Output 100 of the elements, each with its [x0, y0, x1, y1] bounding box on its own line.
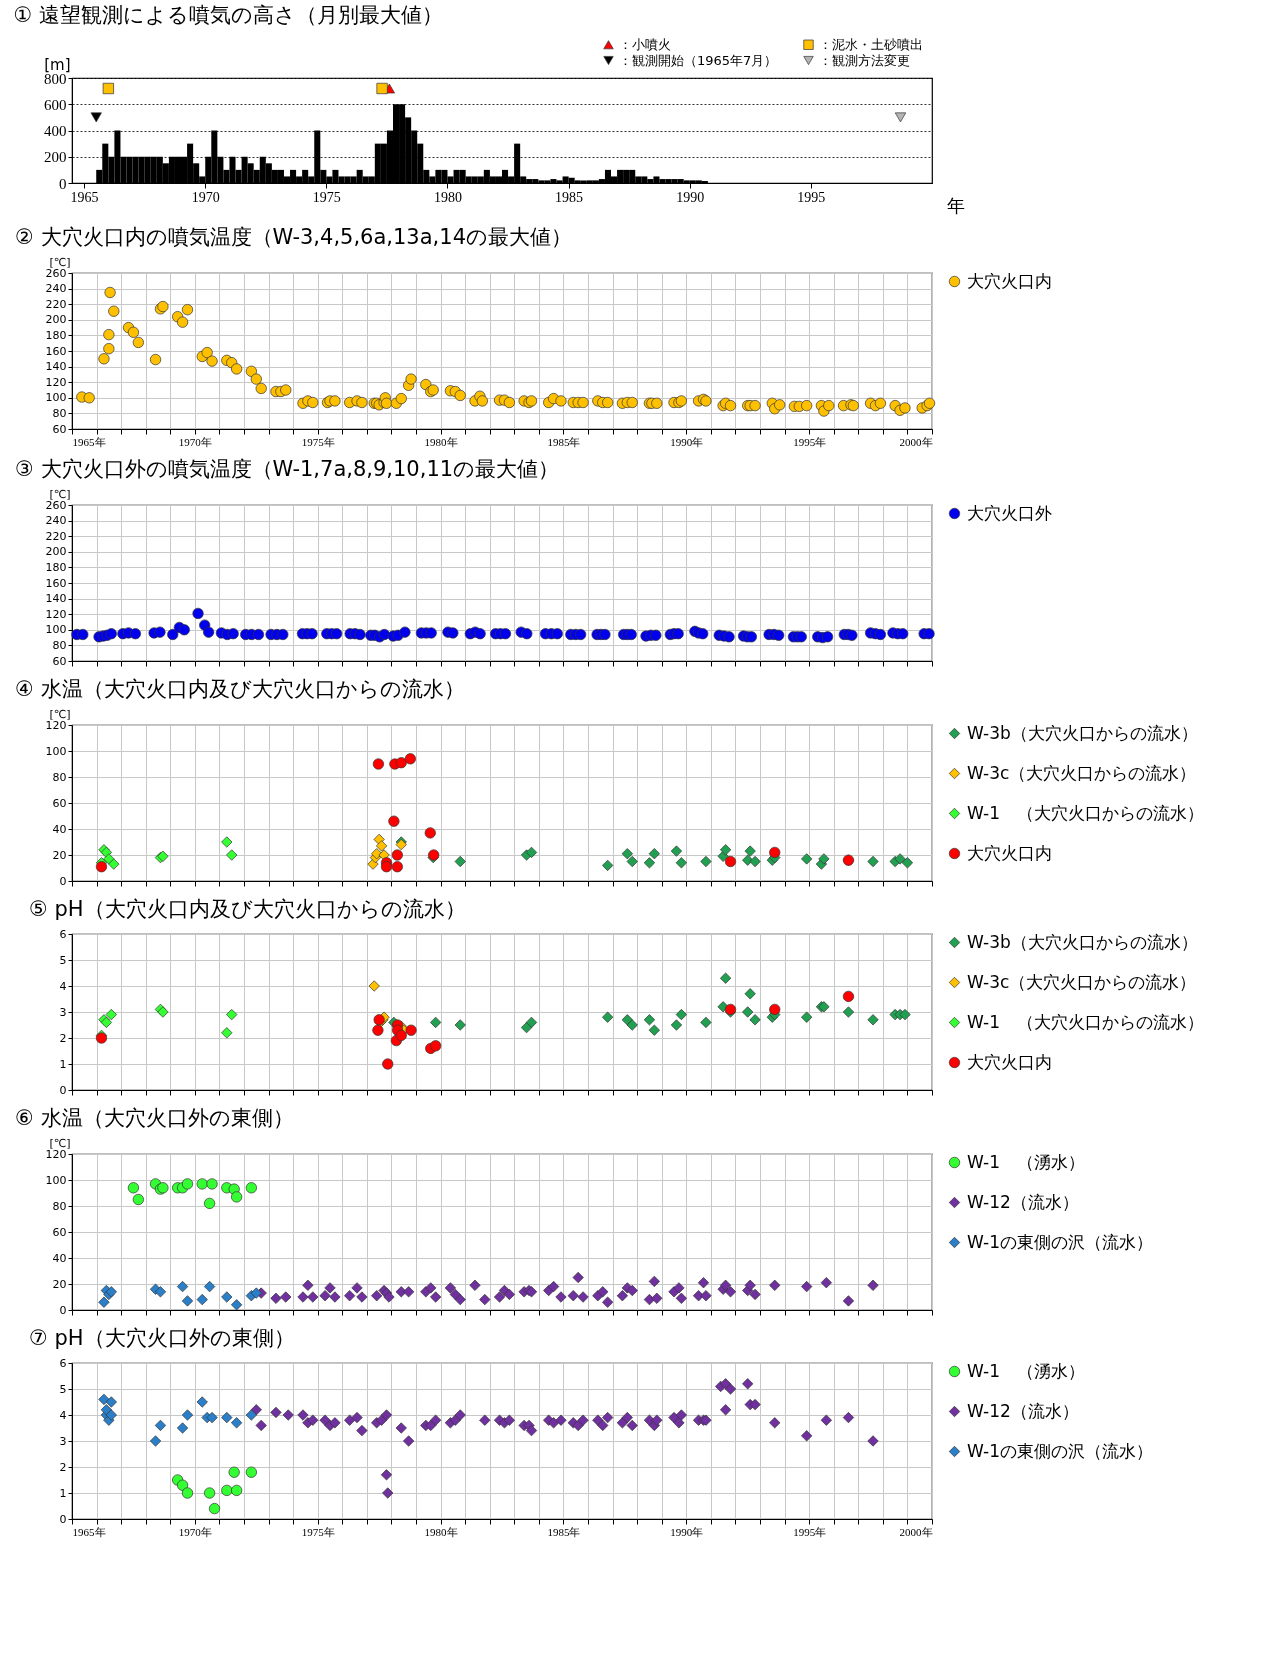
y-tick-label: 20: [52, 848, 67, 862]
legend-label: 大穴火口外: [967, 502, 1052, 523]
legend-label: 大穴火口内: [967, 1051, 1052, 1072]
y-tick-label: 20: [52, 1277, 67, 1291]
y-tick-label: 6: [59, 1356, 67, 1370]
y-tick-label: 1: [59, 1486, 67, 1500]
y-tick-label: 3: [59, 1005, 67, 1019]
legend-label: W-1の東側の沢（流水）: [967, 1231, 1154, 1252]
y-tick-label: 0: [59, 1512, 67, 1526]
x-tick-label: 1975年: [301, 1525, 335, 1538]
y-tick-label: 180: [45, 560, 67, 574]
x-tick-label: 1965年: [72, 1525, 106, 1538]
x-tick-label: 1975: [312, 189, 341, 205]
y-tick-label: 200: [44, 149, 67, 166]
chart-title: ⑤ pH（大穴火口内及び大穴火口からの流水）: [29, 897, 466, 921]
legend-label: W-12（流水）: [967, 1400, 1079, 1421]
x-tick-label: 1990年: [670, 1525, 704, 1538]
y-tick-label: 120: [45, 607, 67, 621]
y-tick-label: 60: [52, 1225, 67, 1239]
y-tick-label: 200: [45, 313, 67, 327]
y-tick-label: 4: [59, 979, 67, 993]
y-tick-label: 60: [52, 654, 67, 668]
x-tick-label: 1985年: [547, 1525, 581, 1538]
chart-title: ① 遠望観測による噴気の高さ（月別最大値）: [13, 3, 444, 27]
y-tick-label: 160: [45, 344, 67, 358]
y-tick-label: 2: [59, 1031, 67, 1045]
legend-label: W-3b（大穴火口からの流水）: [967, 722, 1198, 743]
legend-label: ：小噴火: [619, 36, 671, 52]
y-tick-label: 160: [45, 576, 67, 590]
x-tick-label: 1970: [191, 189, 220, 205]
legend-label: W-3c（大穴火口からの流水）: [967, 762, 1197, 783]
y-tick-label: 4: [59, 1408, 67, 1422]
y-tick-label: 3: [59, 1434, 67, 1448]
y-tick-label: 180: [45, 328, 67, 342]
x-tick-label: 1995年: [793, 1525, 827, 1538]
y-tick-label: 100: [45, 391, 67, 405]
y-axis-title: [℃]: [49, 707, 71, 721]
y-tick-label: 40: [52, 822, 67, 836]
x-tick-label: 1995: [797, 189, 826, 205]
legend-label: W-1 （大穴火口からの流水）: [967, 802, 1205, 823]
x-tick-label: 1980年: [424, 1525, 458, 1538]
x-tick-label: 2000年: [899, 435, 933, 448]
y-tick-label: 140: [45, 592, 67, 606]
chart-title: ③ 大穴火口外の噴気温度（W-1,7a,8,9,10,11の最大値）: [15, 457, 560, 481]
x-tick-label: 2000年: [899, 1525, 933, 1538]
x-tick-label: 1970年: [178, 435, 212, 448]
legend-label: W-1 （湧水）: [967, 1151, 1086, 1172]
x-tick-label: 1980: [433, 189, 462, 205]
legend-label: ：観測方法変更: [819, 52, 910, 68]
x-tick-label: 1975年: [301, 435, 335, 448]
y-tick-label: 0: [59, 874, 67, 888]
y-tick-label: 80: [52, 638, 67, 652]
legend-label: ：泥水・土砂噴出: [819, 36, 923, 52]
y-tick-label: 400: [44, 123, 67, 139]
y-tick-label: 100: [45, 1173, 67, 1187]
x-tick-label: 1985: [555, 189, 584, 205]
chart-title: ⑥ 水温（大穴火口外の東側）: [15, 1106, 294, 1130]
y-tick-label: 60: [52, 422, 67, 436]
x-tick-label: 1965: [70, 189, 99, 205]
y-tick-label: 60: [52, 796, 67, 810]
y-tick-label: 220: [45, 529, 67, 543]
x-tick-label: 1980年: [424, 435, 458, 448]
y-axis-title: [℃]: [49, 487, 71, 501]
y-tick-label: 1: [59, 1057, 67, 1071]
y-tick-label: 260: [45, 266, 67, 280]
y-tick-label: 6: [59, 927, 67, 941]
legend-label: ：観測開始（1965年7月）: [619, 52, 778, 68]
legend-label: W-1 （湧水）: [967, 1360, 1086, 1381]
legend-label: 大穴火口内: [967, 842, 1052, 863]
y-tick-label: 140: [45, 360, 67, 374]
chart-title: ⑦ pH（大穴火口外の東側）: [29, 1326, 295, 1350]
x-tick-label: 1965年: [72, 435, 106, 448]
y-tick-label: 5: [59, 1382, 67, 1396]
chart-title: ② 大穴火口内の噴気温度（W-3,4,5,6a,13a,14の最大値）: [15, 225, 572, 249]
y-tick-label: 260: [45, 498, 67, 512]
y-tick-label: 0: [59, 1303, 67, 1317]
y-tick-label: 80: [52, 1199, 67, 1213]
legend-label: 大穴火口内: [967, 270, 1052, 291]
y-tick-label: 120: [45, 718, 67, 732]
x-tick-label: 1985年: [547, 435, 581, 448]
legend-label: W-1の東側の沢（流水）: [967, 1440, 1154, 1461]
y-tick-label: 100: [45, 623, 67, 637]
y-tick-label: 200: [45, 545, 67, 559]
x-tick-label: 1970年: [178, 1525, 212, 1538]
legend-label: W-1 （大穴火口からの流水）: [967, 1011, 1205, 1032]
y-tick-label: 240: [45, 282, 67, 296]
x-axis-title: 年: [946, 194, 965, 216]
legend-label: W-12（流水）: [967, 1191, 1079, 1212]
y-tick-label: 2: [59, 1460, 67, 1474]
y-tick-label: 80: [52, 406, 67, 420]
y-tick-label: 0: [59, 1083, 67, 1097]
x-tick-label: 1990年: [670, 435, 704, 448]
y-tick-label: 240: [45, 514, 67, 528]
y-axis-title: [℃]: [49, 255, 71, 269]
x-tick-label: 1990: [676, 189, 705, 205]
y-tick-label: 100: [45, 744, 67, 758]
legend-label: W-3b（大穴火口からの流水）: [967, 931, 1198, 952]
y-tick-label: 5: [59, 953, 67, 967]
y-tick-label: 120: [45, 1147, 67, 1161]
chart-title: ④ 水温（大穴火口内及び大穴火口からの流水）: [15, 677, 465, 701]
